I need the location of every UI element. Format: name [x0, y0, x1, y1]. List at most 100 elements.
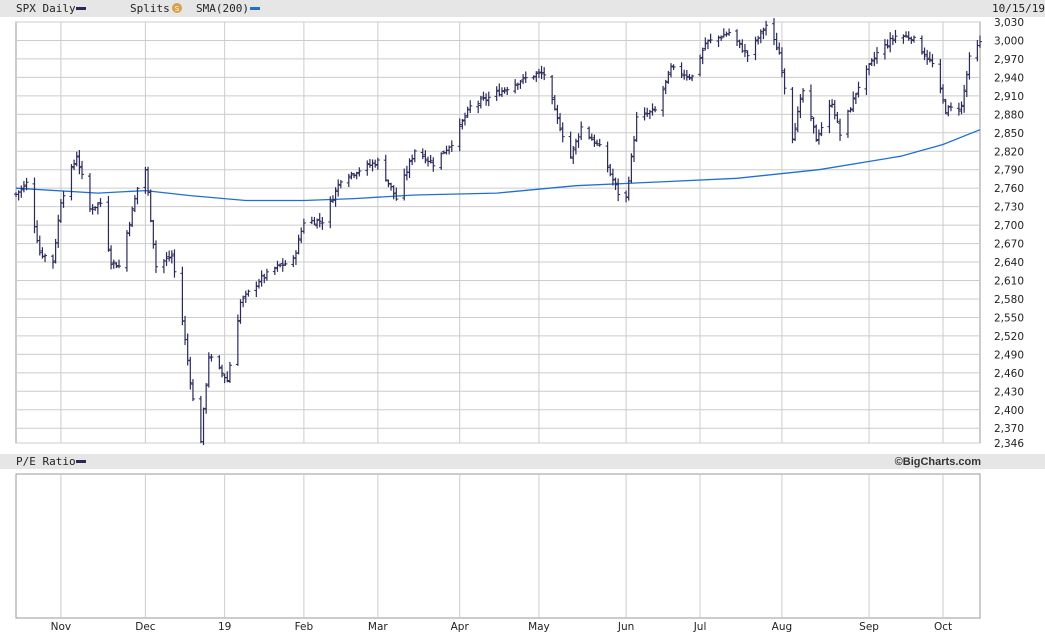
ohlc-bar — [616, 178, 621, 202]
ohlc-bar — [336, 179, 341, 197]
ohlc-bar — [235, 314, 240, 366]
ohlc-bar — [690, 74, 695, 82]
ohlc-bar — [373, 159, 378, 168]
ohlc-bar — [909, 36, 914, 44]
ohlc-bar — [978, 35, 982, 49]
y-tick-label: 2,640 — [994, 257, 1024, 269]
y-tick-label: 2,760 — [994, 183, 1024, 195]
ohlc-bar — [705, 39, 710, 50]
ohlc-bar — [220, 364, 225, 378]
ohlc-bar — [117, 259, 122, 269]
ohlc-bar — [679, 62, 684, 79]
ohlc-bar — [124, 230, 129, 272]
ohlc-bar — [793, 123, 798, 142]
y-tick-label: 2,790 — [994, 165, 1024, 177]
ohlc-bar — [938, 59, 943, 94]
ohlc-bar — [874, 47, 879, 64]
ohlc-bar — [462, 112, 467, 126]
ohlc-bar — [481, 91, 486, 101]
ohlc-bar — [465, 106, 470, 118]
ohlc-bar — [505, 86, 510, 96]
ohlc-bar — [798, 94, 803, 119]
y-tick-label: 2,910 — [994, 91, 1024, 103]
x-tick-label: Dec — [135, 621, 156, 633]
ohlc-bar — [737, 39, 742, 49]
ohlc-bar — [867, 63, 872, 76]
ohlc-bar — [338, 180, 343, 189]
ohlc-bar — [365, 160, 370, 176]
ohlc-bar — [494, 86, 499, 101]
pe-panel — [15, 473, 981, 619]
ohlc-bar — [476, 100, 481, 114]
ohlc-bar — [642, 107, 647, 121]
ohlc-bar — [587, 126, 592, 140]
symbol-label: SPX Daily — [16, 2, 76, 15]
ohlc-bar — [663, 79, 668, 95]
ohlc-bar — [595, 139, 600, 146]
x-tick-label: Feb — [295, 621, 314, 633]
ohlc-bar — [423, 150, 428, 164]
ohlc-bar — [758, 29, 763, 44]
ohlc-bar — [74, 151, 79, 167]
y-tick-label: 2,700 — [994, 220, 1024, 232]
x-axis-month-labels: Nov Dec 19 Feb Mar Apr May Jun Jul Aug Sep Oct — [51, 621, 952, 633]
ohlc-bar — [531, 75, 536, 80]
y-tick-label: 2,346 — [994, 438, 1024, 450]
ohlc-bar — [542, 67, 547, 81]
y-tick-label: 2,820 — [994, 146, 1024, 158]
ohlc-bar — [922, 47, 927, 61]
y-tick-label: 2,550 — [994, 312, 1024, 324]
ohlc-bar — [135, 187, 140, 205]
ohlc-bar — [901, 34, 906, 44]
ohlc-bar — [449, 140, 454, 152]
splits-label: Splits — [130, 2, 170, 15]
ohlc-bar — [317, 213, 322, 228]
ohlc-bar — [629, 153, 634, 183]
ohlc-bar — [885, 39, 890, 49]
lower-header-band — [0, 454, 1045, 469]
ohlc-bar — [967, 52, 972, 80]
ohlc-bar — [568, 131, 573, 159]
y-tick-label: 2,460 — [994, 368, 1024, 380]
ohlc-bar — [386, 179, 391, 188]
ohlc-bar — [816, 129, 821, 145]
pe-label: P/E Ratio — [16, 455, 76, 468]
ohlc-bar — [811, 117, 816, 134]
ohlc-bar — [560, 122, 565, 143]
ohlc-bar — [217, 355, 222, 370]
ohlc-bar — [328, 196, 333, 229]
ohlc-bar — [80, 160, 85, 180]
ohlc-bar — [72, 159, 77, 171]
y-tick-label: 2,850 — [994, 128, 1024, 140]
ohlc-bar — [169, 250, 174, 264]
bigcharts-brand[interactable]: ©BigCharts.com — [895, 456, 982, 468]
ohlc-bar — [904, 31, 909, 38]
ohlc-bar — [301, 218, 306, 234]
ohlc-bar — [708, 33, 713, 44]
ohlc-bar — [346, 173, 351, 188]
ohlc-bar — [946, 105, 951, 117]
ohlc-bar — [650, 103, 655, 116]
sma-layer — [15, 129, 981, 202]
ohlc-bar — [779, 47, 784, 78]
ohlc-bar — [109, 245, 114, 270]
ohlc-bar — [589, 133, 594, 141]
vertical-gridlines — [60, 22, 944, 443]
splits-badge-icon — [172, 3, 182, 13]
x-tick-label: Aug — [772, 621, 793, 633]
y-tick-label: 2,970 — [994, 54, 1024, 66]
ohlc-bar — [925, 49, 930, 65]
ohlc-bar — [838, 118, 843, 141]
ohlc-bar — [523, 71, 528, 83]
ohlc-bar — [573, 138, 578, 155]
ohlc-bar — [558, 112, 563, 132]
price-bars — [14, 18, 982, 446]
ohlc-bar — [61, 190, 66, 208]
ohlc-bar — [143, 166, 148, 194]
date-label: 10/15/19 — [992, 2, 1045, 15]
sma200-line — [15, 129, 981, 202]
pe-legend-swatch — [76, 460, 86, 463]
ohlc-bar — [808, 84, 813, 122]
ohlc-bar — [513, 79, 518, 94]
price-panel: 3,030 3,000 2,970 2,940 2,910 2,880 2,850 2,820… — [14, 17, 1024, 450]
